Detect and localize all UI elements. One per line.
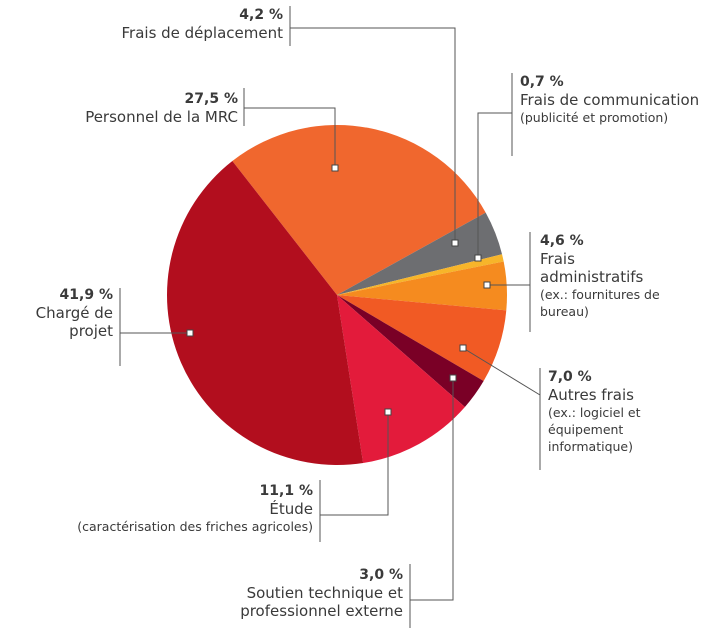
pie-slice (337, 212, 503, 295)
callout-line (289, 6, 456, 243)
category-label: Soutien technique et professionnel exter… (240, 584, 403, 620)
pie-slice (337, 261, 507, 311)
slice-label: 4,2 % Frais de déplacement (43, 6, 284, 42)
category-label: Frais de déplacement (121, 24, 284, 42)
callout-marker (384, 408, 392, 416)
callout-marker (483, 281, 491, 289)
detail-label: (publicité et promotion) (520, 110, 669, 125)
callout-line (462, 347, 541, 470)
pie-slice (337, 254, 504, 295)
value-label: 0,7 % (520, 74, 564, 90)
category-label: Frais administratifs (540, 250, 644, 286)
category-label: Autres frais (548, 386, 634, 404)
callout-line (243, 88, 336, 168)
callout-marker (459, 344, 467, 352)
callout-marker (451, 239, 459, 247)
callout-marker (331, 164, 339, 172)
category-label: Chargé de projet (35, 304, 113, 340)
detail-label: (caractérisation des friches agricoles) (77, 519, 313, 534)
detail-label: (ex.: fournitures de bureau) (540, 287, 660, 319)
value-label: 3,0 % (359, 567, 403, 583)
callout-line (119, 288, 190, 366)
slice-label: 7,0 % Autres frais (ex.: logiciel et équip… (548, 368, 678, 455)
slice-label: 3,0 % Soutien technique et professionnel … (193, 566, 403, 620)
callout-line (319, 412, 389, 542)
pie-slice (337, 295, 507, 382)
callout-line (477, 73, 513, 258)
value-label: 4,2 % (239, 7, 283, 23)
pie-slice (337, 295, 484, 407)
value-label: 41,9 % (59, 287, 113, 303)
value-label: 11,1 % (259, 483, 313, 499)
pie-slice (167, 161, 364, 465)
category-label: Personnel de la MRC (85, 108, 238, 126)
detail-label: (ex.: logiciel et équipement informatiqu… (548, 405, 641, 454)
value-label: 4,6 % (540, 233, 584, 249)
callout-marker (186, 329, 194, 337)
value-label: 27,5 % (184, 91, 238, 107)
slice-label: 27,5 % Personnel de la MRC (8, 90, 238, 126)
pie-slice (337, 295, 465, 463)
slice-label: 41,9 % Chargé de projet (33, 286, 113, 340)
category-label: Étude (269, 500, 313, 518)
slice-label: 11,1 % Étude (caractérisation des friches … (0, 482, 313, 535)
callout-marker (474, 254, 482, 262)
slice-label: 0,7 % Frais de communication (publicité et… (520, 73, 710, 126)
callout-marker (449, 374, 457, 382)
callout-line (409, 378, 454, 628)
value-label: 7,0 % (548, 369, 592, 385)
pie-slice (232, 125, 486, 295)
slice-label: 4,6 % Frais administratifs (ex.: fournitur… (540, 232, 680, 320)
callout-line (487, 232, 531, 332)
category-label: Frais de communication (520, 91, 700, 109)
